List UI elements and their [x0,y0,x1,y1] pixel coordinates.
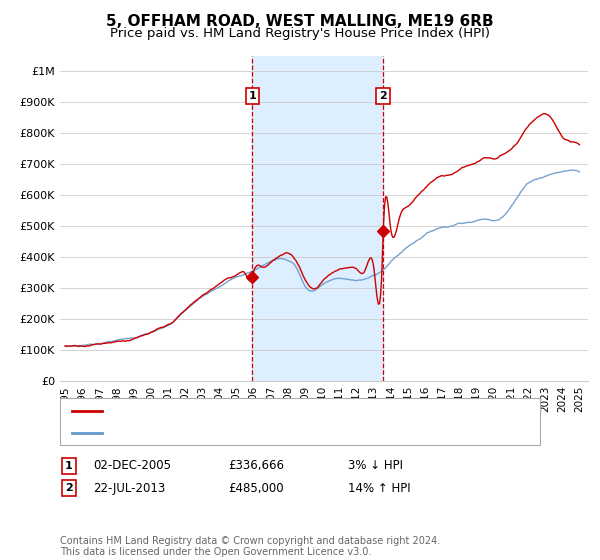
Text: 5, OFFHAM ROAD, WEST MALLING, ME19 6RB: 5, OFFHAM ROAD, WEST MALLING, ME19 6RB [106,14,494,29]
Text: 3% ↓ HPI: 3% ↓ HPI [348,459,403,473]
Text: £336,666: £336,666 [228,459,284,473]
Text: Price paid vs. HM Land Registry's House Price Index (HPI): Price paid vs. HM Land Registry's House … [110,27,490,40]
Text: Contains HM Land Registry data © Crown copyright and database right 2024.
This d: Contains HM Land Registry data © Crown c… [60,535,440,557]
Text: 02-DEC-2005: 02-DEC-2005 [93,459,171,473]
Text: £485,000: £485,000 [228,482,284,495]
Text: 5, OFFHAM ROAD, WEST MALLING, ME19 6RB (detached house): 5, OFFHAM ROAD, WEST MALLING, ME19 6RB (… [111,404,485,417]
Text: 22-JUL-2013: 22-JUL-2013 [93,482,165,495]
Text: 14% ↑ HPI: 14% ↑ HPI [348,482,410,495]
Text: HPI: Average price, detached house, Tonbridge and Malling: HPI: Average price, detached house, Tonb… [111,426,460,440]
Text: 1: 1 [65,461,73,471]
Text: 1: 1 [248,91,256,101]
Bar [253,56,383,381]
Text: 2: 2 [65,483,73,493]
Text: 2: 2 [379,91,387,101]
